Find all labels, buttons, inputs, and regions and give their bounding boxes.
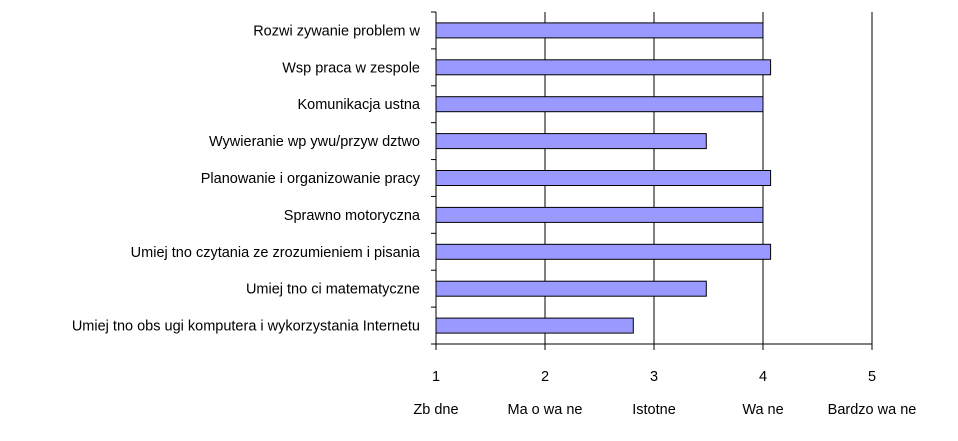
x-tick-labels: 1 2 3 4 5 [432,369,876,385]
x-tick-label-4: 4 [759,369,767,385]
category-label-4: Planowanie i organizowanie pracy [201,171,421,187]
category-label-1: Wsp praca w zespole [282,60,420,76]
bar-8 [435,317,634,334]
rating-label-2: Ma o wa ne [508,402,583,418]
x-tick-label-3: 3 [650,369,658,385]
rating-label-4: Wa ne [742,402,783,418]
bar-5 [435,206,764,223]
x-tick-label-1: 1 [432,369,440,385]
category-label-0: Rozwi zywanie problem w [253,23,420,39]
bars [435,22,772,334]
bar-7 [435,280,707,297]
category-label-6: Umiej tno czytania ze zrozumieniem i pis… [131,245,421,261]
x-tick-label-2: 2 [541,369,549,385]
category-label-3: Wywieranie wp ywu/przyw dztwo [209,134,420,150]
bar-6 [435,243,772,260]
bar-2 [435,96,764,113]
category-label-2: Komunikacja ustna [297,97,420,113]
bar-4 [435,170,772,186]
category-label-7: Umiej tno ci matematyczne [246,282,420,298]
x-tick-label-5: 5 [868,369,876,385]
axes [431,11,873,350]
category-label-8: Umiej tno obs ugi komputera i wykorzysta… [72,319,420,335]
rating-labels: Zb dne Ma o wa ne Istotne Wa ne Bardzo wa ne [413,402,916,418]
category-labels: Rozwi zywanie problem w Wsp praca w zespo… [72,23,421,334]
bar-3 [435,133,707,150]
category-label-5: Sprawno motoryczna [284,208,421,224]
rating-label-1: Zb dne [413,402,458,418]
bar-0 [435,22,764,39]
bar-1 [435,59,772,76]
rating-label-3: Istotne [632,402,676,418]
rating-label-5: Bardzo wa ne [828,402,917,418]
